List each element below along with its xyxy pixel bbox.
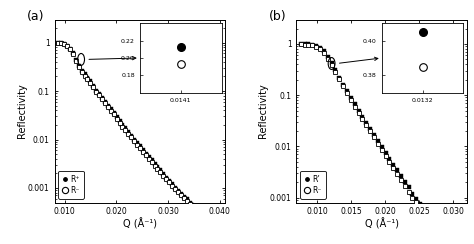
Y-axis label: Reflectivity: Reflectivity (17, 84, 27, 138)
Legend: R’, R⁻: R’, R⁻ (301, 171, 326, 199)
Text: (b): (b) (269, 10, 287, 23)
Text: (a): (a) (27, 10, 45, 23)
X-axis label: Q (Å⁻¹): Q (Å⁻¹) (365, 218, 399, 229)
X-axis label: Q (Å⁻¹): Q (Å⁻¹) (123, 218, 157, 229)
Legend: R⁺, R⁻: R⁺, R⁻ (58, 171, 84, 199)
Y-axis label: Reflectivity: Reflectivity (258, 84, 268, 138)
